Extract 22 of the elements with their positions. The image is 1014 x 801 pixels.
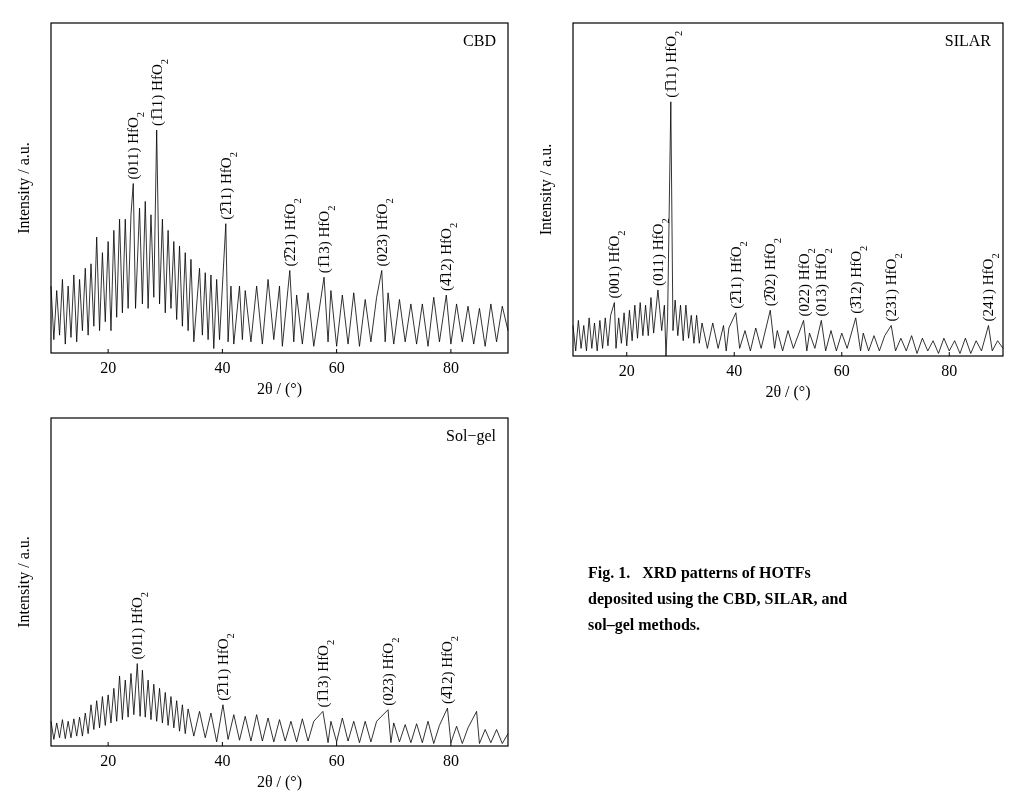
- x-axis-title: 2θ / (°): [256, 773, 303, 791]
- x-tick-label: 20: [100, 752, 117, 769]
- x-axis-title: 2θ / (°): [256, 380, 303, 398]
- x-tick-label: 20: [618, 362, 635, 379]
- x-axis-title: 2θ / (°): [765, 383, 811, 401]
- x-tick-label: 60: [328, 752, 345, 769]
- text: Fig. 1. XRD patterns of HOTFs deposited using the CBD, SILAR, and sol–gel methods.: [588, 564, 848, 634]
- x-tick-label: 40: [726, 362, 743, 379]
- x-tick-label: 80: [442, 752, 459, 769]
- y-axis-title: Intensity / a.u.: [537, 143, 555, 236]
- x-tick-label: 20: [100, 359, 117, 376]
- chart-title: CBD: [463, 32, 496, 49]
- x-tick-label: 80: [442, 359, 459, 376]
- x-tick-label: 40: [214, 752, 231, 769]
- chart-title: Sol−gel: [446, 427, 497, 445]
- x-tick-label: 80: [941, 362, 958, 379]
- chart-title: SILAR: [944, 32, 992, 49]
- y-axis-title: Intensity / a.u.: [15, 536, 33, 628]
- x-tick-label: 60: [328, 359, 345, 376]
- y-axis-title: Intensity / a.u.: [15, 142, 33, 234]
- x-tick-label: 60: [833, 362, 850, 379]
- x-tick-label: 40: [214, 359, 231, 376]
